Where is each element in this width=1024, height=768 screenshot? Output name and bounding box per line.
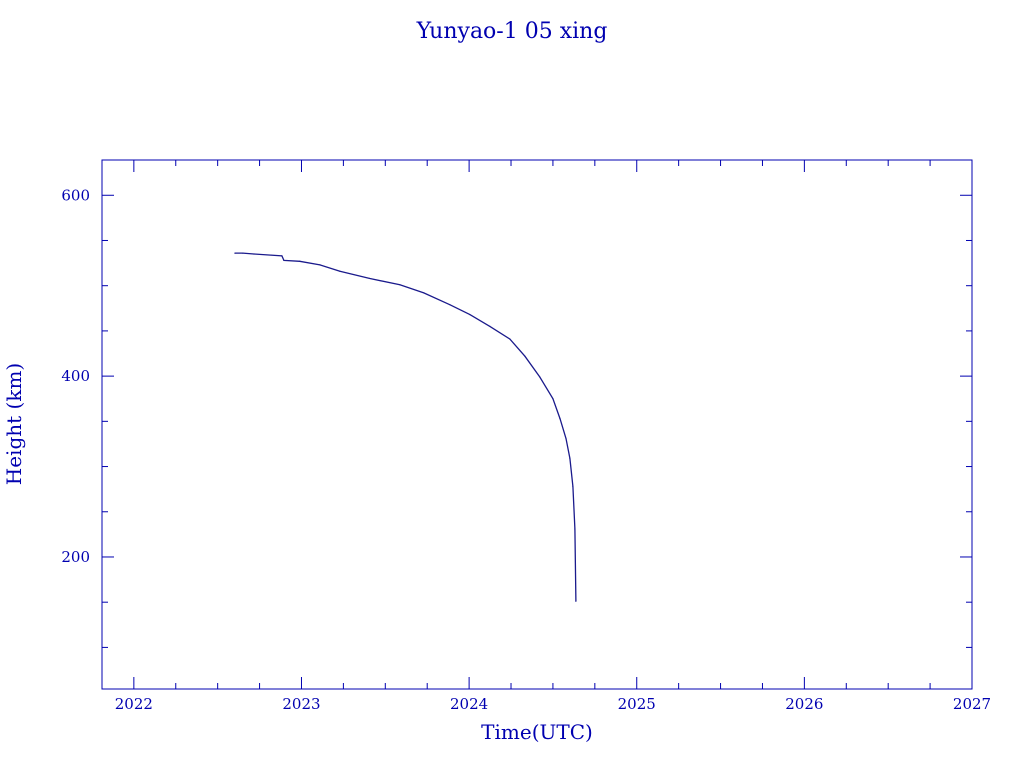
data-point [469, 314, 471, 316]
data-point [574, 528, 576, 530]
x-tick-label: 2022 [115, 695, 153, 713]
data-point [565, 437, 567, 440]
x-axis: 2022 2023 2024 2025 2026 2027 [115, 160, 991, 713]
y-tick-label: 400 [61, 367, 90, 385]
data-point [369, 277, 371, 280]
chart-title: Yunyao-1 05 xing [416, 19, 608, 44]
y-tick-label: 600 [61, 186, 90, 204]
data-point [524, 355, 526, 357]
data-point [299, 260, 301, 262]
data-point [569, 457, 571, 460]
x-axis-label: Time(UTC) [481, 720, 593, 744]
data-point [559, 418, 561, 420]
data-point [242, 252, 244, 254]
y-axis-label: Height (km) [2, 363, 26, 485]
y-axis: 200 400 600 [61, 186, 972, 648]
data-point [234, 252, 236, 254]
data-point [449, 304, 451, 306]
data-point [572, 485, 574, 488]
data-point [319, 264, 321, 266]
data-point [399, 284, 401, 286]
data-point [489, 325, 491, 327]
data-point [423, 292, 425, 294]
series-group [234, 252, 577, 602]
data-point [339, 270, 341, 272]
x-tick-label: 2023 [282, 695, 320, 713]
x-tick-label: 2024 [450, 695, 488, 713]
x-tick-label: 2026 [785, 695, 823, 713]
x-tick-label: 2025 [618, 695, 656, 713]
data-point [281, 255, 283, 257]
data-point [283, 259, 285, 261]
y-tick-label: 200 [61, 548, 90, 566]
data-point [539, 376, 541, 378]
data-point [509, 338, 511, 340]
x-tick-label: 2027 [953, 695, 991, 713]
height-series-line [234, 252, 577, 602]
data-point [552, 398, 554, 400]
data-point [253, 253, 255, 255]
plot-frame [101, 159, 973, 690]
data-point [575, 600, 577, 602]
